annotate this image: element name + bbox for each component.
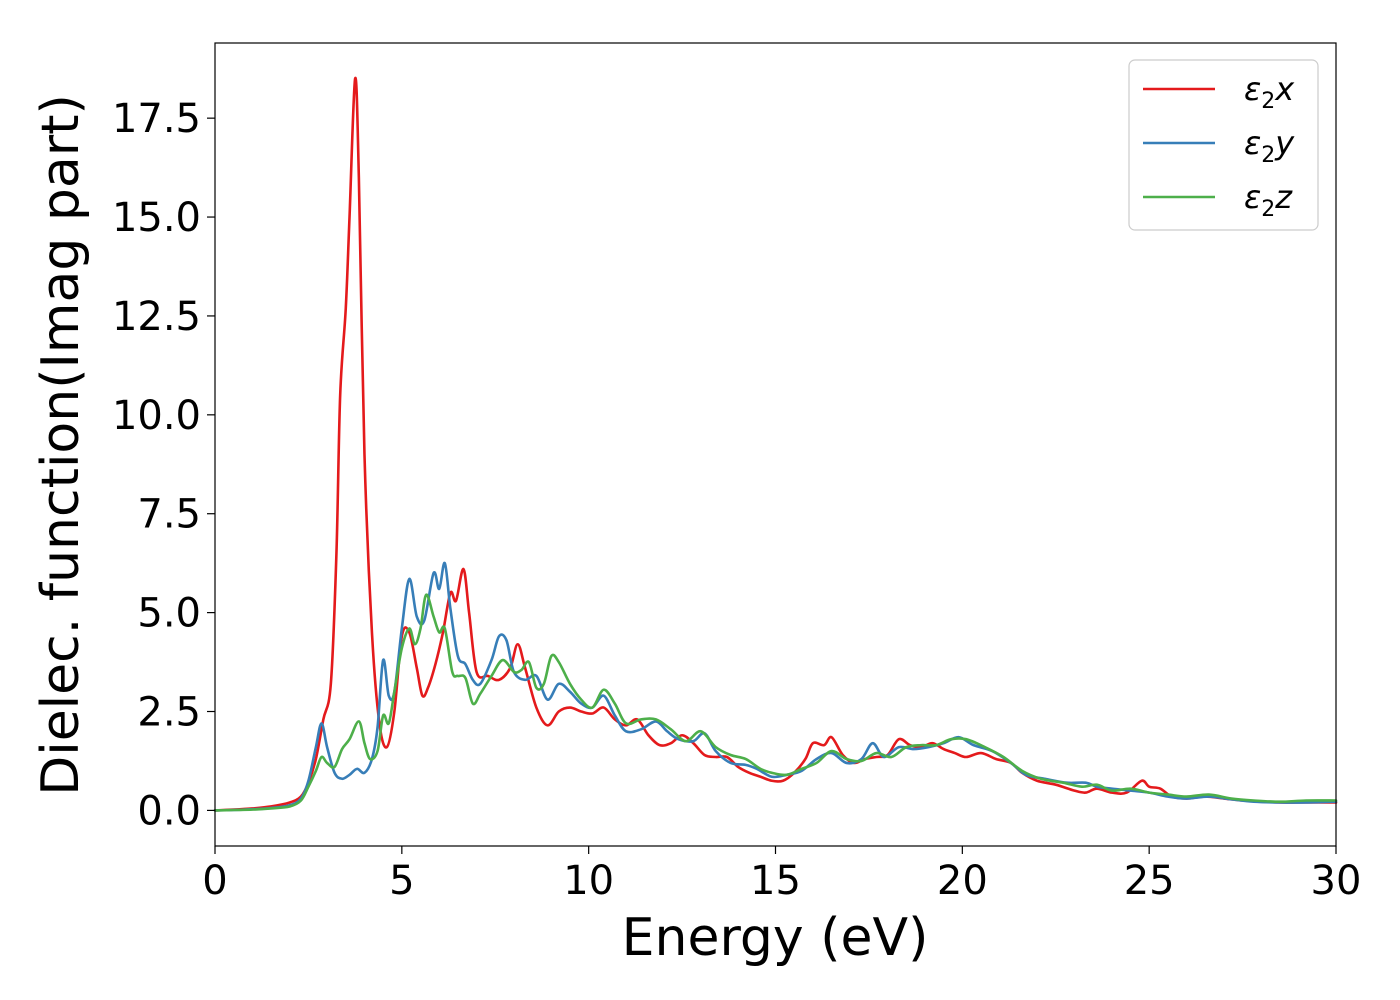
- x-tick-label: 20: [937, 858, 988, 904]
- x-axis: 0 5 10 15 20 25 30: [202, 846, 1361, 904]
- x-tick-label: 30: [1311, 858, 1362, 904]
- y-tick-label: 12.5: [112, 294, 201, 340]
- x-tick-label: 5: [389, 858, 414, 904]
- x-tick-label: 0: [202, 858, 227, 904]
- x-tick-label: 15: [750, 858, 801, 904]
- y-tick-label: 17.5: [112, 96, 201, 142]
- series-layer: [213, 76, 1338, 812]
- legend-box: [1128, 59, 1319, 231]
- legend-label-y: ε2y: [1244, 124, 1295, 168]
- y-tick-label: 5.0: [137, 591, 201, 637]
- y-axis-label: Dielec. function(Imag part): [31, 94, 91, 796]
- legend-label-x: ε2x: [1244, 70, 1295, 114]
- legend-label-z: ε2z: [1244, 178, 1293, 222]
- x-tick-label: 10: [563, 858, 614, 904]
- legend-items: ε2x ε2y ε2z: [1143, 70, 1295, 222]
- y-tick-label: 0.0: [137, 788, 201, 834]
- y-tick-label: 10.0: [112, 393, 201, 439]
- series-line-x: [213, 76, 1338, 812]
- y-axis: 0.0 2.5 5.0 7.5 10.0 12.5 15.0 17.5: [112, 96, 215, 834]
- x-tick-label: 25: [1124, 858, 1175, 904]
- y-tick-label: 15.0: [112, 195, 201, 241]
- y-tick-label: 2.5: [137, 690, 201, 736]
- x-axis-label: Energy (eV): [622, 908, 929, 968]
- legend: ε2x ε2y ε2z: [1128, 59, 1319, 231]
- y-tick-label: 7.5: [137, 492, 201, 538]
- series-line-z: [213, 593, 1338, 812]
